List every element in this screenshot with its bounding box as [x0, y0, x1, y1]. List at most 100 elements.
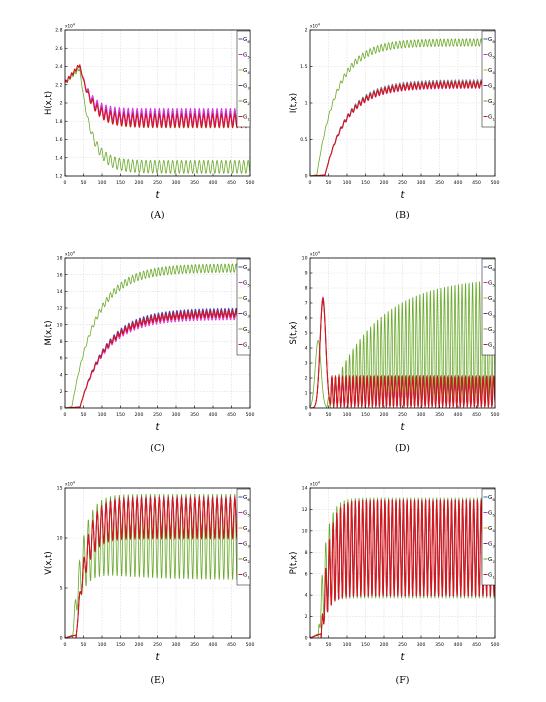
- legend-label: G1: [243, 573, 250, 580]
- legend-box: [481, 258, 496, 356]
- x-tick-label: 250: [398, 180, 407, 186]
- x-tick-label: 300: [172, 412, 181, 418]
- legend-label: G4: [243, 526, 250, 533]
- series-line-g1: [310, 499, 495, 638]
- legend-box: [481, 488, 496, 586]
- panel-caption: (B): [395, 210, 409, 221]
- legend-label-sub: 2: [247, 101, 250, 106]
- x-tick-label: 150: [361, 180, 370, 186]
- legend-label: G2: [488, 557, 495, 564]
- y-axis-label: V(x,t): [44, 551, 54, 575]
- y-tick-label: 1.4: [55, 155, 62, 161]
- legend-label-sub: 5: [492, 55, 495, 60]
- series-line-g2: [65, 493, 250, 638]
- legend-label: G4: [243, 296, 250, 303]
- x-tick-label: 450: [227, 412, 236, 418]
- series-line-g1: [65, 64, 250, 129]
- y-tick-label: 16: [57, 272, 63, 278]
- chart-panel: 0 50 100 150 200 250 300 350 400 450 500051015x104…: [44, 481, 254, 687]
- legend: G6 G5 G4 G3 G2 G1: [236, 488, 250, 586]
- x-axis-label: t: [401, 422, 406, 433]
- x-tick-label: 250: [153, 180, 162, 186]
- legend-label-sub: 2: [492, 559, 495, 564]
- y-tick-label: 0.5: [300, 137, 307, 143]
- x-tick-label: 150: [361, 642, 370, 648]
- legend-label-sub: 2: [247, 329, 250, 334]
- legend-label-sub: 6: [247, 267, 250, 272]
- x-tick-label: 300: [417, 642, 426, 648]
- x-tick-label: 0: [64, 180, 67, 186]
- x-tick-label: 0: [309, 180, 312, 186]
- legend-label-sub: 2: [492, 101, 495, 106]
- y-tick-label: 2: [305, 28, 308, 34]
- x-axis-label: t: [401, 190, 406, 201]
- legend-label: G2: [243, 327, 250, 334]
- x-tick-label: 400: [209, 412, 218, 418]
- x-tick-label: 300: [417, 180, 426, 186]
- legend-label: G3: [488, 542, 495, 549]
- y-tick-label: 12: [302, 507, 308, 513]
- legend-label: G4: [488, 526, 495, 533]
- x-tick-label: 200: [135, 412, 144, 418]
- legend-label-sub: 6: [492, 39, 495, 44]
- legend-box: [481, 30, 496, 128]
- x-tick-label: 250: [153, 412, 162, 418]
- y-axis-label: H(x,t): [44, 91, 54, 115]
- legend-label: G2: [243, 99, 250, 106]
- x-tick-label: 300: [172, 642, 181, 648]
- y-tick-label: 2.2: [55, 82, 62, 88]
- y-tick-label: 8: [305, 550, 308, 556]
- legend-label-sub: 5: [492, 283, 495, 288]
- series-line-g5: [65, 64, 250, 124]
- series-line-g2: [310, 38, 495, 176]
- x-tick-label: 350: [190, 180, 199, 186]
- y-tick-label: 4: [60, 372, 63, 378]
- x-tick-label: 100: [343, 642, 352, 648]
- y-tick-label: 2: [305, 614, 308, 620]
- legend-box: [236, 258, 251, 356]
- y-tick-label: 5: [305, 331, 308, 337]
- axis-exponent-power: 4: [73, 23, 75, 27]
- legend-label: G5: [243, 53, 250, 60]
- x-tick-label: 0: [64, 642, 67, 648]
- y-tick-label: 1.2: [55, 174, 62, 180]
- x-axis-label: t: [156, 652, 161, 663]
- y-tick-label: 10: [302, 256, 308, 262]
- x-tick-label: 450: [472, 180, 481, 186]
- y-tick-label: 3: [305, 361, 308, 367]
- legend: G6 G5 G4 G3 G2 G1: [481, 488, 496, 586]
- legend-box: [236, 30, 251, 128]
- x-tick-label: 300: [417, 412, 426, 418]
- x-axis-label: t: [401, 652, 406, 663]
- y-tick-label: 2.4: [55, 64, 62, 70]
- legend-label-sub: 5: [247, 513, 250, 518]
- axis-exponent-power: 4: [318, 481, 320, 485]
- legend-label-sub: 4: [247, 298, 250, 303]
- y-tick-label: 2.6: [55, 46, 62, 52]
- panel-caption: (E): [150, 675, 164, 686]
- y-tick-label: 1.6: [55, 137, 62, 143]
- x-tick-label: 400: [454, 412, 463, 418]
- legend-label-sub: 3: [247, 314, 250, 319]
- legend: G6 G5 G4 G3 G2 G1: [236, 30, 251, 128]
- legend: G6 G5 G4 G3 G2 G1: [481, 258, 496, 356]
- y-axis-label: S(t,x): [289, 321, 299, 344]
- axis-exponent-power: 4: [73, 251, 75, 255]
- y-tick-label: 1: [305, 391, 308, 397]
- legend-label-sub: 1: [492, 575, 495, 580]
- y-tick-label: 15: [57, 486, 63, 492]
- x-tick-label: 100: [98, 180, 107, 186]
- axis-exponent-power: 4: [73, 481, 75, 485]
- legend-label: G5: [488, 511, 495, 518]
- axis-exponent: x104: [65, 23, 75, 29]
- x-tick-label: 500: [246, 642, 255, 648]
- x-tick-label: 350: [435, 412, 444, 418]
- chart-panel: 0 50 100 150 200 250 300 350 400 450 5000246810121…: [44, 251, 254, 455]
- series-line-g1: [65, 495, 250, 638]
- y-tick-label: 4: [305, 346, 308, 352]
- series-line-g2: [65, 68, 250, 174]
- legend-label: G3: [243, 312, 250, 319]
- x-tick-label: 250: [153, 642, 162, 648]
- x-tick-label: 0: [309, 412, 312, 418]
- legend-label-sub: 3: [247, 86, 250, 91]
